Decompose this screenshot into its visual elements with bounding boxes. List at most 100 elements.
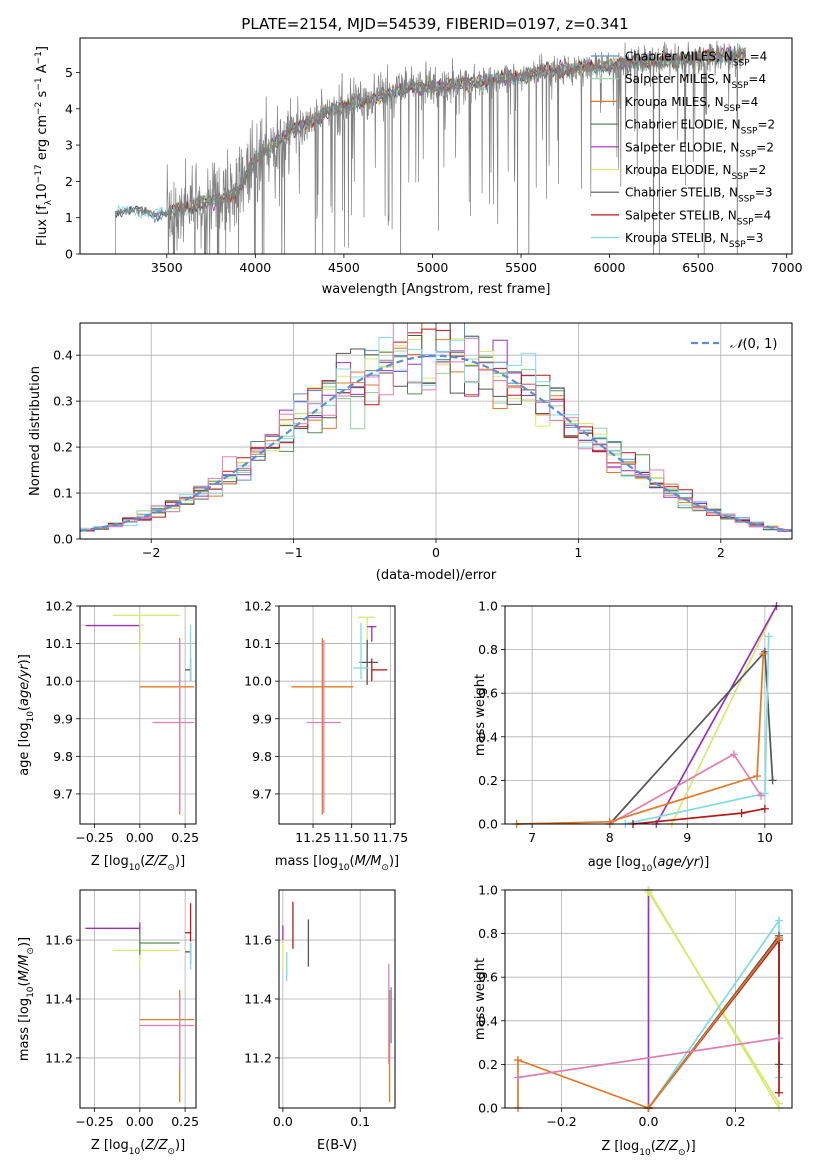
plus-marker bbox=[774, 1099, 783, 1108]
x-tick-label: −1 bbox=[284, 545, 302, 560]
plus-marker bbox=[774, 933, 783, 942]
y-tick-label: 11.6 bbox=[45, 933, 73, 948]
y-tick-label: 0.2 bbox=[478, 1057, 498, 1072]
x-tick-label: 2 bbox=[717, 545, 725, 560]
x-axis-label: mass [log10(M/M⊙)] bbox=[275, 854, 399, 873]
y-tick-label: 0.8 bbox=[478, 642, 498, 657]
plus-marker bbox=[768, 776, 777, 785]
plus-marker bbox=[753, 772, 762, 781]
x-axis-label: (data-model)/error bbox=[376, 568, 497, 583]
y-axis-label: mass weight bbox=[473, 958, 488, 1040]
x-axis-label: Z [log10(Z/Z⊙)] bbox=[91, 854, 185, 873]
x-tick-label: −0.25 bbox=[75, 1114, 113, 1129]
x-tick-label: 0.0 bbox=[273, 1114, 293, 1129]
x-tick-label: 11.75 bbox=[372, 830, 408, 845]
y-tick-label: 0.2 bbox=[478, 773, 498, 788]
y-tick-label: 0.4 bbox=[53, 348, 73, 363]
y-tick-label: 0.8 bbox=[478, 926, 498, 941]
plus-marker bbox=[514, 1073, 523, 1082]
x-tick-label: 10 bbox=[757, 830, 773, 845]
x-axis-label: age [log10(age/yr)] bbox=[588, 855, 710, 874]
y-tick-label: 11.4 bbox=[244, 992, 272, 1007]
legend-label: 𝒩(0, 1) bbox=[730, 337, 777, 352]
observed-spectrum bbox=[115, 40, 747, 254]
x-tick-label: 7 bbox=[528, 830, 536, 845]
weight-line-salpeter_stelib bbox=[632, 807, 766, 825]
y-tick-label: 10.1 bbox=[45, 636, 73, 651]
axes-frame bbox=[504, 889, 793, 1109]
legend-label: Chabrier ELODIE, NSSP=2 bbox=[625, 118, 775, 137]
axes-frame bbox=[79, 37, 793, 255]
x-axis-label: E(B-V) bbox=[317, 1138, 357, 1153]
x-tick-label: −0.25 bbox=[75, 830, 113, 845]
axes-frame bbox=[278, 889, 396, 1109]
y-axis-label: age [log10(age/yr)] bbox=[17, 654, 36, 776]
y-tick-label: 11.4 bbox=[45, 992, 73, 1007]
legend-label: Salpeter STELIB, NSSP=4 bbox=[625, 208, 771, 227]
chart-mass-vs-ebv: 0.0 0.1 11.2 11.4 11.6 E(B-V) bbox=[244, 889, 396, 1153]
y-tick-label: 1 bbox=[65, 210, 73, 225]
x-tick-label: 0 bbox=[432, 545, 440, 560]
plus-marker bbox=[774, 916, 783, 925]
x-tick-label: 1 bbox=[574, 545, 582, 560]
x-tick-label: 4500 bbox=[328, 260, 360, 275]
legend-label: Chabrier STELIB, NSSP=3 bbox=[625, 186, 773, 205]
x-tick-label: 0.00 bbox=[126, 1114, 154, 1129]
x-tick-label: 8 bbox=[606, 830, 614, 845]
chart-residuals: −2 −1 0 1 2 0.0 0.1 0.2 0.3 0.4 (data-model)/error… bbox=[28, 322, 793, 583]
y-tick-label: 11.2 bbox=[244, 1050, 272, 1065]
y-tick-label: 10.1 bbox=[244, 636, 272, 651]
y-tick-label: 0.4 bbox=[478, 1013, 498, 1028]
histogram-pink bbox=[80, 323, 792, 532]
y-tick-label: 0.4 bbox=[478, 729, 498, 744]
y-tick-label: 0.3 bbox=[53, 394, 73, 409]
y-tick-label: 0.0 bbox=[478, 817, 498, 832]
chart-age-vs-mass: 11.25 11.50 11.75 9.7 9.8 9.9 10.0 10.1 10.2 mass… bbox=[244, 599, 408, 874]
x-tick-label: 0.1 bbox=[350, 1114, 370, 1129]
y-tick-label: 0.0 bbox=[53, 532, 73, 547]
error-bars bbox=[282, 901, 392, 1103]
y-tick-label: 0.2 bbox=[53, 440, 73, 455]
y-tick-label: 0 bbox=[65, 247, 73, 262]
y-axis-label: mass weight bbox=[473, 674, 488, 756]
x-tick-label: 4000 bbox=[239, 260, 271, 275]
legend-label: Salpeter MILES, NSSP=4 bbox=[625, 72, 766, 91]
plus-marker bbox=[729, 750, 738, 759]
x-tick-label: −0.2 bbox=[546, 1114, 576, 1129]
x-axis-label: Z [log10(Z/Z⊙)] bbox=[601, 1139, 695, 1158]
y-tick-label: 5 bbox=[65, 65, 73, 80]
spectrum-lines bbox=[115, 40, 747, 254]
weight-line-kroupa_elodie bbox=[647, 891, 780, 1105]
x-tick-label: 3500 bbox=[151, 260, 183, 275]
axes-frame bbox=[79, 889, 197, 1109]
y-tick-label: 9.8 bbox=[252, 749, 272, 764]
y-tick-label: 11.6 bbox=[244, 933, 272, 948]
y-tick-label: 10.2 bbox=[45, 599, 73, 614]
plus-marker bbox=[756, 791, 765, 800]
y-tick-label: 9.9 bbox=[252, 711, 272, 726]
y-tick-label: 0.6 bbox=[478, 970, 498, 985]
weight-line-kroupa_stelib bbox=[625, 636, 770, 825]
chart-age-vs-z: −0.25 0.00 0.25 9.7 9.8 9.9 10.0 10.1 10.2 Z [log… bbox=[17, 599, 199, 874]
y-tick-label: 11.2 bbox=[45, 1050, 73, 1065]
x-tick-label: 0.2 bbox=[726, 1114, 746, 1129]
error-bars bbox=[291, 616, 388, 815]
y-tick-label: 0.0 bbox=[478, 1101, 498, 1116]
y-tick-label: 0.6 bbox=[478, 686, 498, 701]
error-bars bbox=[85, 614, 195, 815]
weight-line-kroupa_miles bbox=[517, 937, 780, 1110]
x-tick-label: 7000 bbox=[771, 260, 803, 275]
chart-mass-weight-vs-age: 7 8 9 10 0.0 0.2 0.4 0.6 0.8 1.0 age [log10(age/yr… bbox=[473, 599, 793, 874]
normal-curve bbox=[80, 354, 792, 532]
plus-marker bbox=[737, 809, 746, 818]
y-tick-label: 9.7 bbox=[252, 786, 272, 801]
y-axis-label: Flux [fλ10−17 erg cm−2 s−1 A−1] bbox=[34, 46, 54, 246]
weight-line-kroupa_stelib bbox=[647, 917, 780, 1109]
x-axis-label: wavelength [Angstrom, rest frame] bbox=[322, 282, 551, 297]
x-tick-label: 6500 bbox=[682, 260, 714, 275]
plus-marker bbox=[774, 1034, 783, 1043]
weight-lines bbox=[512, 602, 781, 828]
y-axis-label: Normed distribution bbox=[28, 366, 43, 496]
x-tick-label: 0.25 bbox=[171, 1114, 199, 1129]
weight-line-chabrier_stelib bbox=[609, 649, 774, 825]
